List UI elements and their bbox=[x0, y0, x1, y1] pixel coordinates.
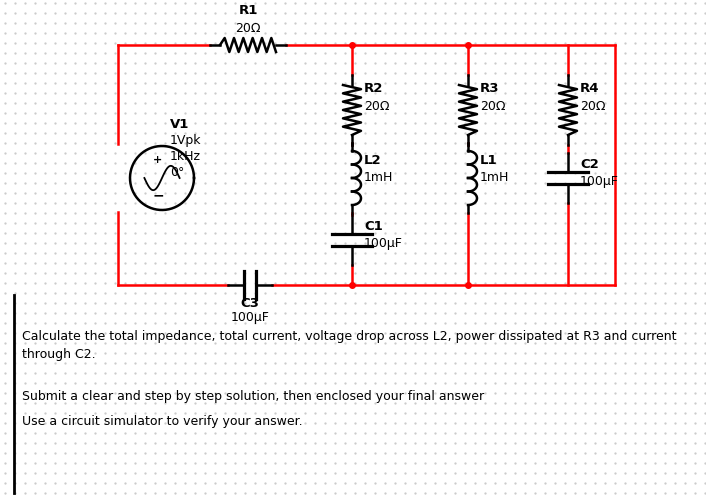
Text: 1kHz: 1kHz bbox=[170, 149, 201, 162]
Text: C2: C2 bbox=[580, 157, 599, 170]
Text: C1: C1 bbox=[364, 220, 383, 233]
Text: 1mH: 1mH bbox=[480, 170, 509, 183]
Text: 20Ω: 20Ω bbox=[580, 100, 606, 113]
Text: 100μF: 100μF bbox=[231, 311, 270, 324]
Text: Submit a clear and step by step solution, then enclosed your final answer: Submit a clear and step by step solution… bbox=[22, 390, 484, 403]
Text: 20Ω: 20Ω bbox=[480, 100, 505, 113]
Text: L1: L1 bbox=[480, 153, 498, 166]
Text: 100μF: 100μF bbox=[364, 237, 403, 249]
Text: through C2.: through C2. bbox=[22, 348, 95, 361]
Text: Use a circuit simulator to verify your answer.: Use a circuit simulator to verify your a… bbox=[22, 415, 303, 428]
Text: R4: R4 bbox=[580, 82, 599, 95]
Text: 20Ω: 20Ω bbox=[235, 22, 261, 35]
Text: R2: R2 bbox=[364, 82, 383, 95]
Text: 100μF: 100μF bbox=[580, 174, 619, 188]
Text: 1mH: 1mH bbox=[364, 170, 393, 183]
Text: 20Ω: 20Ω bbox=[364, 100, 390, 113]
Text: 0°: 0° bbox=[170, 165, 184, 178]
Text: R1: R1 bbox=[239, 4, 258, 17]
Text: R3: R3 bbox=[480, 82, 500, 95]
Text: L2: L2 bbox=[364, 153, 382, 166]
Text: +: + bbox=[153, 155, 162, 165]
Text: 1Vpk: 1Vpk bbox=[170, 133, 201, 146]
Text: −: − bbox=[152, 189, 164, 203]
Text: Calculate the total impedance, total current, voltage drop across L2, power diss: Calculate the total impedance, total cur… bbox=[22, 330, 676, 343]
Text: V1: V1 bbox=[170, 118, 189, 130]
Text: C3: C3 bbox=[241, 297, 259, 310]
